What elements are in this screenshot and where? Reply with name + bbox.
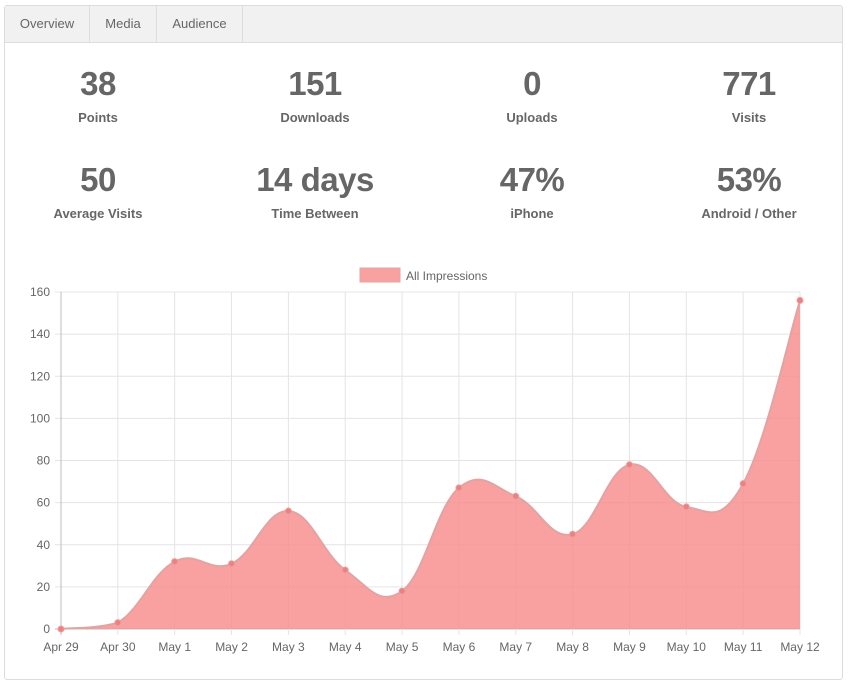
stat-visits-value: 771 <box>722 65 776 102</box>
x-tick-label: May 9 <box>613 640 646 654</box>
stat-time-between: 14 days Time Between <box>220 162 410 222</box>
x-tick-label: May 12 <box>780 640 820 654</box>
tab-overview[interactable]: Overview <box>5 6 90 42</box>
data-point <box>455 484 463 492</box>
y-tick-label: 20 <box>37 580 51 594</box>
stat-time-between-label: Time Between <box>271 206 359 221</box>
y-tick-label: 120 <box>30 369 50 383</box>
y-tick-label: 40 <box>37 538 51 552</box>
chart-legend[interactable]: All Impressions <box>359 267 487 283</box>
stat-average-visits-value: 50 <box>80 161 116 198</box>
data-point <box>57 625 65 633</box>
stat-iphone: 47% iPhone <box>437 162 627 222</box>
y-tick-label: 80 <box>37 454 51 468</box>
data-point <box>512 492 520 500</box>
data-point <box>114 619 122 627</box>
x-tick-label: May 11 <box>724 640 763 654</box>
data-point <box>796 296 804 304</box>
y-axis-ticks: 0 20 40 60 80 100 120 140 160 <box>30 285 50 636</box>
stat-uploads-value: 0 <box>523 65 541 102</box>
data-point <box>569 530 577 538</box>
data-point <box>171 558 179 566</box>
x-axis-ticks: Apr 29 Apr 30 May 1 May 2 May 3 May 4 May 5 May… <box>43 640 820 654</box>
stat-visits-label: Visits <box>731 110 767 125</box>
data-point <box>739 480 747 488</box>
stat-downloads-value: 151 <box>288 65 342 102</box>
stat-average-visits-label: Average Visits <box>53 206 143 221</box>
y-tick-label: 60 <box>37 496 51 510</box>
stat-points-value: 38 <box>80 65 116 102</box>
stat-points: 38 Points <box>3 66 193 126</box>
tab-bar: Overview Media Audience <box>5 6 842 43</box>
stat-android-other: 53% Android / Other <box>654 162 844 222</box>
stat-android-other-label: Android / Other <box>701 206 797 221</box>
stat-iphone-label: iPhone <box>510 206 554 221</box>
tab-media[interactable]: Media <box>90 6 157 42</box>
data-point <box>228 560 236 568</box>
x-tick-label: May 3 <box>272 640 305 654</box>
x-tick-label: May 10 <box>667 640 707 654</box>
x-tick-label: May 2 <box>215 640 248 654</box>
x-tick-label: Apr 30 <box>100 640 136 654</box>
y-tick-label: 0 <box>43 622 50 636</box>
impressions-line <box>60 300 801 630</box>
stat-time-between-value: 14 days <box>256 161 374 198</box>
stat-points-label: Points <box>78 110 118 125</box>
stat-downloads-label: Downloads <box>280 110 350 125</box>
stat-uploads-label: Uploads <box>506 110 558 125</box>
tab-audience[interactable]: Audience <box>157 6 243 42</box>
stat-iphone-value: 47% <box>499 161 565 198</box>
x-tick-label: May 8 <box>556 640 589 654</box>
x-tick-label: Apr 29 <box>43 640 79 654</box>
stat-downloads: 151 Downloads <box>220 66 410 126</box>
legend-swatch <box>359 267 401 283</box>
data-point <box>682 503 690 511</box>
y-tick-label: 140 <box>30 327 50 341</box>
chart-area-series <box>60 300 801 630</box>
impressions-area-fill <box>61 300 800 629</box>
data-point <box>284 507 292 515</box>
data-point <box>398 587 406 595</box>
stat-average-visits: 50 Average Visits <box>3 162 193 222</box>
y-tick-label: 100 <box>30 411 50 425</box>
data-point <box>341 566 349 574</box>
chart-points <box>57 296 804 633</box>
x-tick-label: May 7 <box>499 640 532 654</box>
x-tick-label: May 5 <box>386 640 419 654</box>
legend-label: All Impressions <box>406 269 487 283</box>
stat-visits: 771 Visits <box>654 66 844 126</box>
x-tick-label: May 1 <box>158 640 191 654</box>
x-tick-label: May 6 <box>443 640 476 654</box>
y-tick-label: 160 <box>30 285 50 299</box>
stat-uploads: 0 Uploads <box>437 66 627 126</box>
x-tick-label: May 4 <box>329 640 362 654</box>
data-point <box>625 461 633 469</box>
stat-android-other-value: 53% <box>716 161 782 198</box>
